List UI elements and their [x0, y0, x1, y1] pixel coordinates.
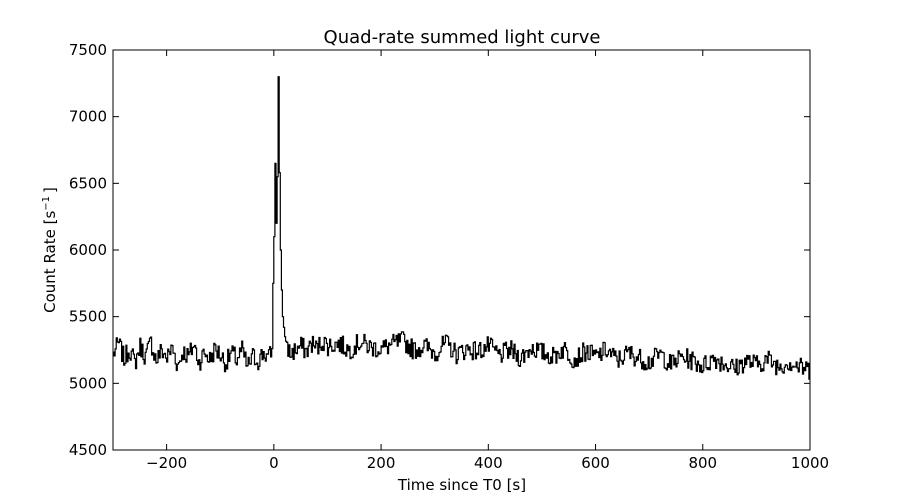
y-tick-label: 4500 [69, 441, 107, 459]
y-tick-label: 5500 [69, 308, 107, 326]
x-axis-label: Time since T0 [s] [397, 476, 526, 494]
y-axis-label-sup: −1 [41, 196, 52, 211]
y-axis-label-base: Count Rate [s [41, 211, 59, 313]
y-tick-label: 7000 [69, 108, 107, 126]
y-tick-label: 6500 [69, 174, 107, 192]
chart-title: Quad-rate summed light curve [324, 27, 601, 48]
y-axis-label: Count Rate [s−1] [41, 187, 59, 313]
y-axis-label-end: ] [41, 187, 59, 193]
x-axis: −200 0 200 400 600 800 1000 [146, 50, 829, 472]
plot-frame [112, 49, 811, 451]
y-axis: 4500 5000 5500 6000 6500 7000 7500 [69, 41, 810, 459]
y-tick-label: 5000 [69, 374, 107, 392]
x-tick-label: 1000 [791, 454, 829, 472]
x-tick-label: 400 [474, 454, 503, 472]
plot-area [113, 76, 810, 380]
x-tick-label: 800 [688, 454, 717, 472]
light-curve-line [113, 76, 810, 380]
x-tick-label: 0 [269, 454, 279, 472]
x-tick-label: −200 [146, 454, 187, 472]
x-tick-label: 600 [581, 454, 610, 472]
x-tick-label: 200 [367, 454, 396, 472]
y-tick-label: 7500 [69, 41, 107, 59]
y-tick-label: 6000 [69, 241, 107, 259]
